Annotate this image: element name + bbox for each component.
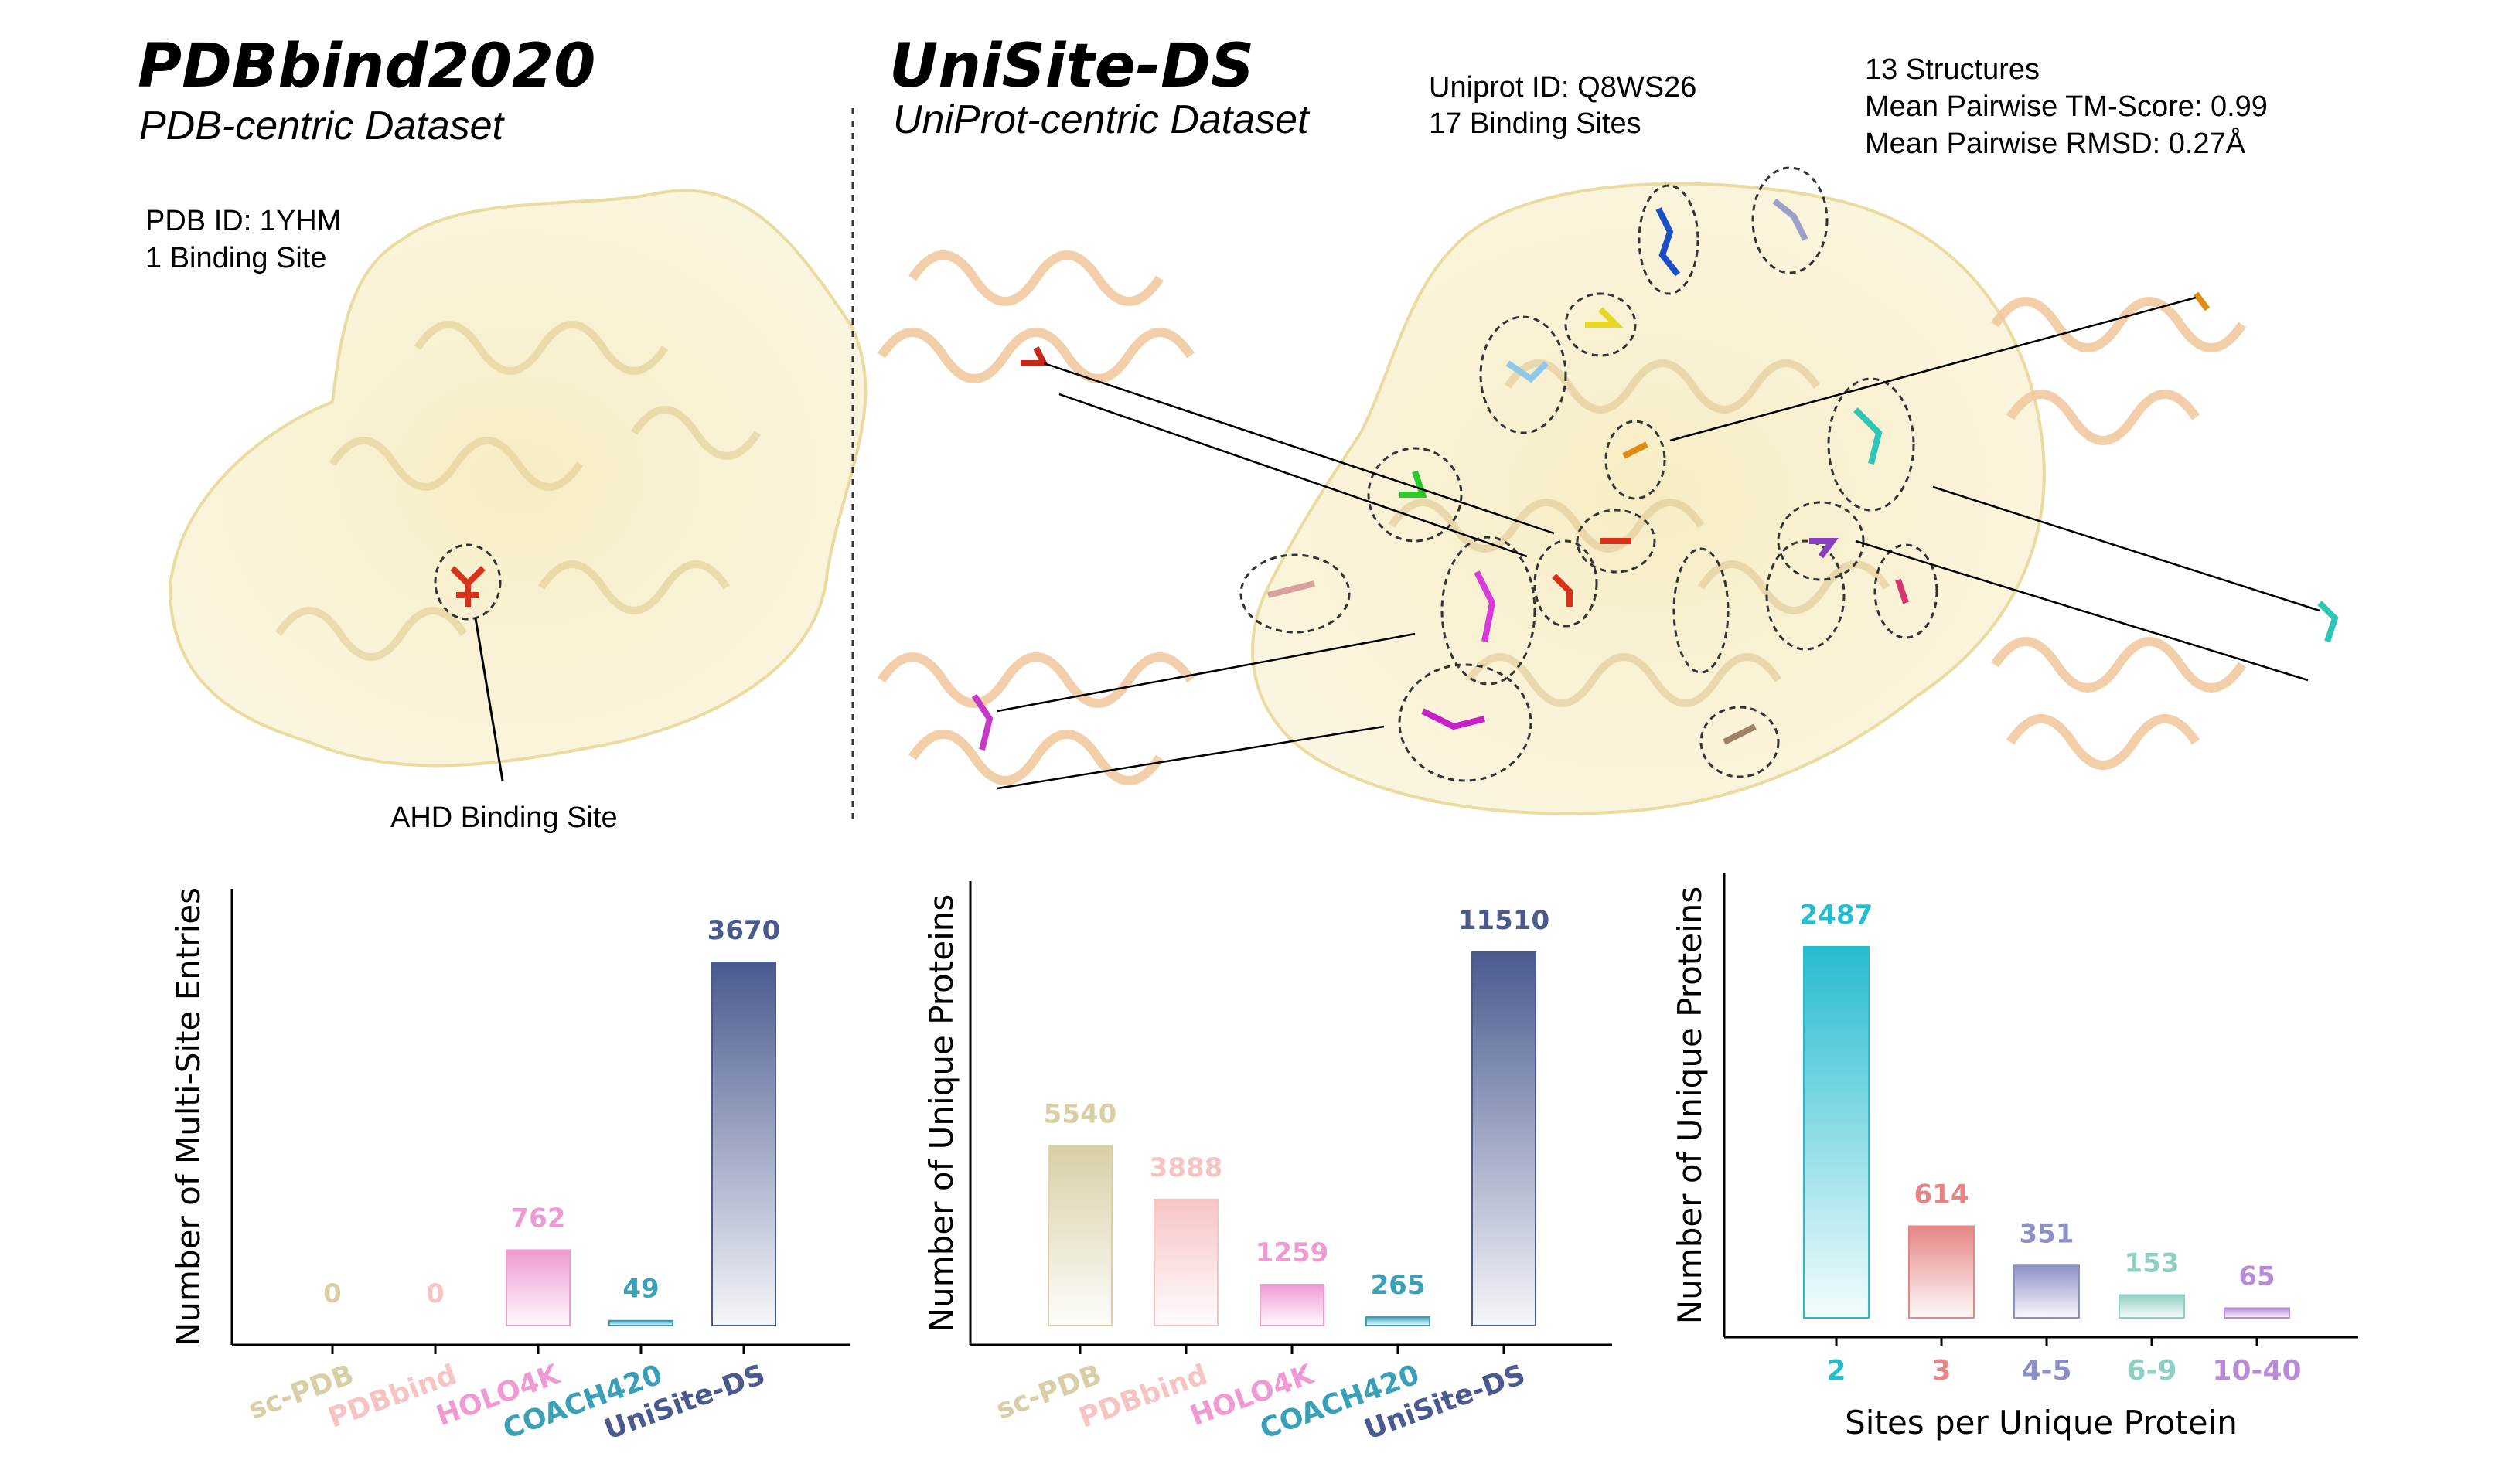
chart1-value-label: 0 — [323, 1278, 342, 1309]
chart1-value-label: 3670 — [707, 915, 781, 946]
chart3-value-label: 614 — [1914, 1179, 1969, 1210]
connector-lines — [997, 296, 2320, 790]
chart-multi-site-entries: Number of Multi-Site Entries 0sc-PDB0PDB… — [169, 887, 850, 1446]
chart1-bar-holo4k — [506, 1249, 571, 1327]
ligands — [971, 198, 2339, 751]
chart3-value-label: 351 — [2020, 1218, 2074, 1249]
chart2-value-label: 265 — [1371, 1270, 1426, 1301]
chart3-value-label: 153 — [2125, 1247, 2180, 1278]
pdbbind-subtitle: PDB-centric Dataset — [139, 104, 506, 148]
chart3-x-tick-label: 2 — [1826, 1355, 1846, 1387]
chart2-bar-holo4k — [1260, 1284, 1324, 1327]
chart3-bar-4-5 — [2013, 1264, 2080, 1319]
chart2-y-axis-label: Number of Unique Proteins — [922, 894, 960, 1333]
chart3-x-tick-label: 3 — [1931, 1355, 1951, 1387]
chart3-x-axis-label: Sites per Unique Protein — [1845, 1404, 2238, 1441]
chart-unique-proteins: Number of Unique Proteins 5540sc-PDB3888… — [922, 881, 1612, 1446]
chart3-value-label: 2487 — [1800, 900, 1873, 931]
chart1-y-axis-label: Number of Multi-Site Entries — [169, 887, 207, 1346]
uniprot-id-text: Uniprot ID: Q8WS26 — [1429, 71, 1696, 104]
ahd-callout-line — [474, 618, 504, 781]
unisite-site-count-text: 17 Binding Sites — [1429, 107, 1641, 140]
chart1-value-label: 762 — [511, 1203, 566, 1234]
chart2-value-label: 11510 — [1458, 905, 1549, 936]
helix-ribbons-1yhm — [274, 321, 762, 661]
protein-surface-1yhm — [168, 189, 868, 768]
chart2-bar-sc-pdb — [1048, 1145, 1113, 1326]
binding-site-markers — [1239, 166, 1938, 782]
ahd-callout-label: AHD Binding Site — [390, 802, 618, 834]
unisite-subtitle: UniProt-centric Dataset — [893, 97, 1311, 142]
pdbbind-panel: PDBbind2020 PDB-centric Dataset PDB ID: … — [138, 32, 868, 834]
binding-site-count-text: 1 Binding Site — [145, 242, 327, 274]
chart3-x-tick-label: 4-5 — [2021, 1355, 2071, 1387]
chart3-x-tick-label: 10-40 — [2212, 1355, 2301, 1387]
chart2-value-label: 5540 — [1044, 1099, 1117, 1130]
rmsd-text: Mean Pairwise RMSD: 0.27Å — [1865, 126, 2246, 160]
chart2-bar-pdbbind — [1154, 1198, 1219, 1326]
chart2-value-label: 3888 — [1150, 1152, 1223, 1183]
chart2-value-label: 1259 — [1256, 1237, 1329, 1268]
chart3-value-label: 65 — [2238, 1261, 2275, 1292]
tm-score-text: Mean Pairwise TM-Score: 0.99 — [1865, 90, 2268, 123]
chart1-value-label: 49 — [622, 1274, 659, 1305]
chart3-bar-10-40 — [2224, 1307, 2290, 1319]
chart3-bar-3 — [1908, 1225, 1975, 1319]
chart3-bar-6-9 — [2119, 1294, 2185, 1319]
chart3-bar-2 — [1803, 946, 1870, 1319]
chart3-y-axis-label: Number of Unique Proteins — [1671, 887, 1709, 1325]
structures-count-text: 13 Structures — [1865, 53, 2040, 86]
chart2-bar-coach420 — [1365, 1316, 1430, 1326]
chart1-bar-unisite-ds — [711, 962, 776, 1326]
helix-ribbons-q8ws26 — [1388, 359, 1890, 707]
chart1-value-label: 0 — [426, 1278, 445, 1309]
pdbbind-title: PDBbind2020 — [138, 32, 595, 101]
ahd-site-marker — [434, 543, 502, 621]
ahd-ligand — [450, 566, 486, 607]
protein-surface-q8ws26 — [1251, 182, 2046, 815]
pdb-id-text: PDB ID: 1YHM — [145, 205, 341, 237]
chart3-x-tick-label: 6-9 — [2126, 1355, 2176, 1387]
unisite-title: UniSite-DS — [889, 32, 1254, 101]
chart1-bar-coach420 — [608, 1319, 673, 1327]
ribbon-models — [878, 250, 2246, 785]
unisite-panel: UniSite-DS UniProt-centric Dataset Unipr… — [878, 32, 2339, 815]
chart-sites-per-protein: Number of Unique Proteins Sites per Uniq… — [1671, 873, 2358, 1441]
chart2-bar-unisite-ds — [1471, 951, 1536, 1326]
